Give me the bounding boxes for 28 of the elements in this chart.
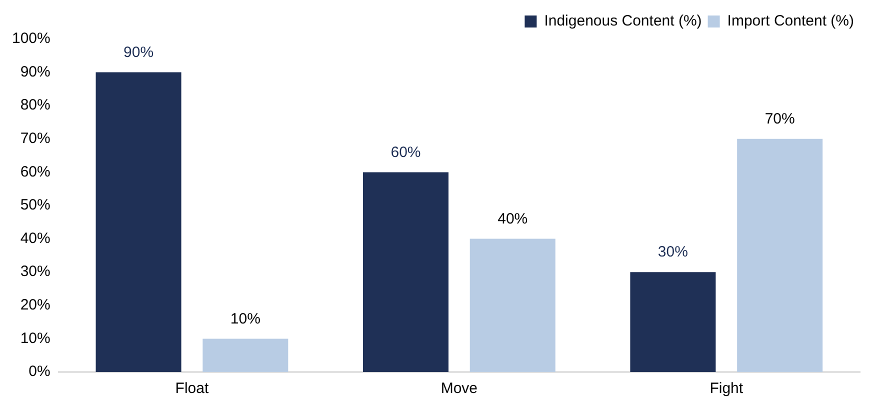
x-tick-label: Float — [175, 380, 210, 398]
bar — [470, 238, 556, 372]
bar — [737, 138, 823, 372]
data-label: 60% — [390, 144, 421, 161]
data-label: 70% — [764, 110, 795, 128]
data-label: 40% — [498, 210, 528, 228]
bar — [362, 172, 448, 372]
legend-label: Import Content (%) — [727, 12, 854, 30]
bar — [96, 72, 182, 372]
x-tick-label: Fight — [710, 380, 744, 398]
y-tick-label: 40% — [20, 230, 50, 247]
y-tick-label: 70% — [20, 130, 50, 148]
y-tick-label: 100% — [12, 30, 50, 48]
bar — [630, 272, 716, 372]
x-tick-label: Move — [440, 380, 478, 398]
y-tick-label: 30% — [20, 263, 50, 280]
y-tick-label: 0% — [28, 363, 50, 380]
data-label: 10% — [230, 310, 260, 328]
data-label: 30% — [658, 244, 688, 261]
y-tick-label: 80% — [20, 96, 50, 114]
y-tick-label: 20% — [20, 296, 50, 314]
y-tick-label: 50% — [20, 196, 50, 214]
y-tick-label: 10% — [20, 330, 50, 347]
legend-label: Indigenous Content (%) — [544, 12, 702, 30]
y-tick-label: 60% — [20, 163, 50, 180]
y-tick-label: 90% — [20, 63, 50, 80]
bar — [202, 338, 288, 372]
data-label: 90% — [124, 44, 154, 61]
